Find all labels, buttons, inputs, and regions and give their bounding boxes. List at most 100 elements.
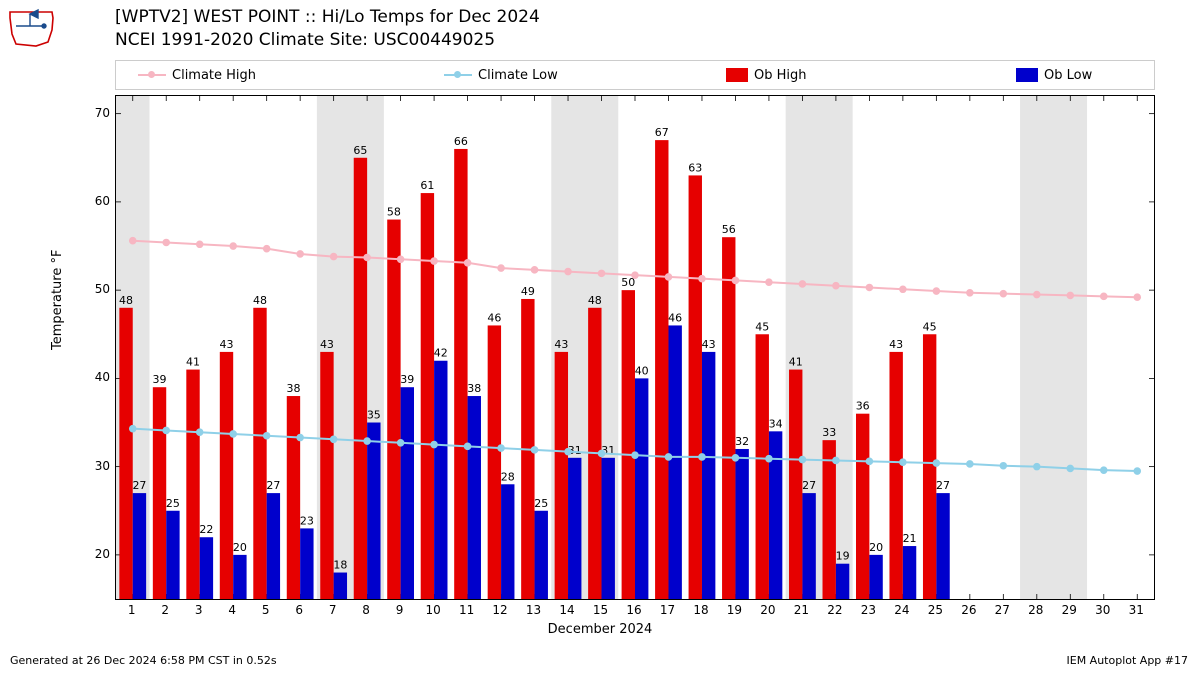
svg-text:21: 21 [903,532,917,545]
x-tick-label: 1 [128,603,136,617]
svg-text:34: 34 [769,417,783,430]
svg-text:56: 56 [722,223,736,236]
x-axis-label: December 2024 [0,622,1200,637]
svg-text:27: 27 [936,479,950,492]
y-tick-label: 60 [80,194,110,208]
svg-text:58: 58 [387,206,401,219]
svg-text:48: 48 [253,294,267,307]
svg-text:43: 43 [320,338,334,351]
x-tick-label: 3 [195,603,203,617]
y-axis-label: Temperature °F [50,250,65,350]
x-tick-label: 15 [593,603,608,617]
svg-text:41: 41 [789,356,803,369]
x-tick-label: 22 [827,603,842,617]
svg-text:19: 19 [836,550,850,563]
svg-text:45: 45 [923,320,937,333]
footer-app: IEM Autoplot App #17 [1067,654,1189,667]
svg-text:38: 38 [467,382,481,395]
svg-text:28: 28 [501,470,515,483]
svg-text:43: 43 [554,338,568,351]
x-tick-label: 16 [626,603,641,617]
svg-text:48: 48 [588,294,602,307]
x-tick-label: 17 [660,603,675,617]
svg-text:35: 35 [367,409,381,422]
svg-text:18: 18 [333,559,347,572]
legend-ob-high: Ob High [726,68,807,83]
svg-text:67: 67 [655,126,669,139]
legend-label: Ob High [754,68,807,83]
x-tick-label: 9 [396,603,404,617]
legend: Climate High Climate Low Ob High Ob Low [115,60,1155,90]
svg-text:25: 25 [166,497,180,510]
svg-text:27: 27 [266,479,280,492]
x-tick-label: 11 [459,603,474,617]
svg-text:46: 46 [487,311,501,324]
x-tick-label: 4 [228,603,236,617]
svg-text:27: 27 [132,479,146,492]
y-tick-label: 40 [80,370,110,384]
svg-text:48: 48 [119,294,133,307]
y-tick-label: 30 [80,459,110,473]
svg-text:63: 63 [688,161,702,174]
x-tick-label: 26 [961,603,976,617]
y-tick-label: 50 [80,282,110,296]
x-tick-label: 21 [794,603,809,617]
svg-text:23: 23 [300,514,314,527]
chart-plot-area: 4839414348384365586166464943485067635645… [115,95,1155,600]
svg-text:22: 22 [199,523,213,536]
svg-text:20: 20 [233,541,247,554]
x-tick-label: 18 [693,603,708,617]
svg-text:45: 45 [755,320,769,333]
x-tick-label: 23 [861,603,876,617]
svg-text:39: 39 [153,373,167,386]
svg-text:43: 43 [889,338,903,351]
legend-climate-low: Climate Low [444,68,558,83]
svg-text:61: 61 [420,179,434,192]
legend-climate-high: Climate High [138,68,256,83]
x-tick-label: 29 [1062,603,1077,617]
svg-text:41: 41 [186,356,200,369]
y-tick-label: 70 [80,106,110,120]
x-tick-label: 13 [526,603,541,617]
x-tick-label: 24 [894,603,909,617]
footer-generated: Generated at 26 Dec 2024 6:58 PM CST in … [10,654,277,667]
x-tick-label: 31 [1129,603,1144,617]
x-tick-label: 14 [559,603,574,617]
x-tick-label: 12 [492,603,507,617]
x-tick-label: 5 [262,603,270,617]
title-line-1: [WPTV2] WEST POINT :: Hi/Lo Temps for De… [115,6,540,29]
x-tick-label: 7 [329,603,337,617]
x-tick-label: 2 [161,603,169,617]
svg-text:38: 38 [286,382,300,395]
svg-text:66: 66 [454,135,468,148]
x-tick-label: 25 [928,603,943,617]
chart-svg: 4839414348384365586166464943485067635645… [116,96,1154,599]
svg-text:20: 20 [869,541,883,554]
title-line-2: NCEI 1991-2020 Climate Site: USC00449025 [115,29,540,52]
legend-label: Climate Low [478,68,558,83]
svg-text:40: 40 [635,364,649,377]
svg-text:46: 46 [668,311,682,324]
x-tick-label: 28 [1028,603,1043,617]
svg-text:43: 43 [702,338,716,351]
svg-text:42: 42 [434,347,448,360]
svg-text:36: 36 [856,400,870,413]
svg-text:49: 49 [521,285,535,298]
legend-ob-low: Ob Low [1016,68,1092,83]
legend-label: Climate High [172,68,256,83]
svg-text:33: 33 [822,426,836,439]
iowa-outline [10,12,53,46]
x-tick-label: 30 [1095,603,1110,617]
chart-title: [WPTV2] WEST POINT :: Hi/Lo Temps for De… [115,6,540,52]
y-tick-label: 20 [80,547,110,561]
x-tick-label: 27 [995,603,1010,617]
x-tick-label: 6 [295,603,303,617]
x-tick-label: 8 [362,603,370,617]
svg-text:39: 39 [400,373,414,386]
svg-text:32: 32 [735,435,749,448]
x-tick-label: 19 [727,603,742,617]
iem-logo [6,6,58,50]
svg-text:25: 25 [534,497,548,510]
svg-text:43: 43 [219,338,233,351]
x-tick-label: 10 [425,603,440,617]
